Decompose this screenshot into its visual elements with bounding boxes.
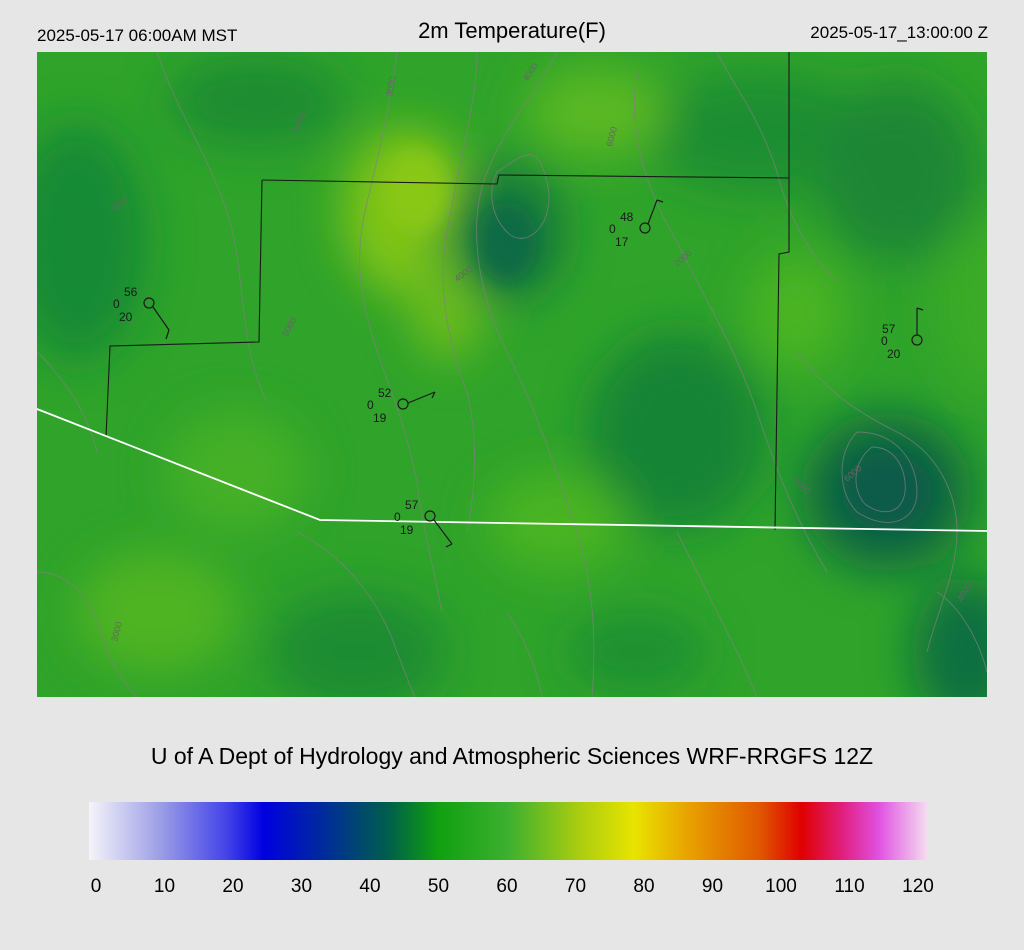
svg-text:3000: 3000 bbox=[384, 76, 397, 97]
valid-utc-time: 2025-05-17_13:00:00 Z bbox=[810, 23, 988, 42]
station-temp: 56 bbox=[124, 285, 138, 299]
station-cloud: 0 bbox=[609, 222, 616, 236]
colorbar-tick-label: 70 bbox=[564, 876, 587, 897]
station-cloud: 0 bbox=[367, 398, 374, 412]
model-credit: U of A Dept of Hydrology and Atmospheric… bbox=[150, 743, 874, 769]
station-cloud: 0 bbox=[394, 510, 401, 524]
colorbar-tick-label: 20 bbox=[222, 876, 244, 897]
station-temp: 57 bbox=[882, 322, 896, 336]
colorbar-tick-label: 100 bbox=[765, 876, 797, 897]
colorbar-tick-label: 80 bbox=[633, 876, 655, 897]
station-temp: 48 bbox=[620, 210, 634, 224]
station-cloud: 0 bbox=[881, 334, 888, 348]
colorbar-labels: 0 10 20 30 40 50 60 70 80 90 100 110 120 bbox=[0, 876, 1024, 900]
station-plot: 52 0 19 bbox=[367, 386, 436, 425]
map-title: 2m Temperature(F) bbox=[418, 18, 606, 43]
station-temp: 52 bbox=[378, 386, 392, 400]
colorbar-tick-label: 40 bbox=[359, 876, 381, 897]
station-temp: 57 bbox=[405, 498, 419, 512]
station-plot: 57 0 19 bbox=[394, 498, 453, 548]
station-dewpoint: 17 bbox=[615, 235, 629, 249]
colorbar-tick-label: 50 bbox=[427, 876, 450, 897]
colorbar-tick-label: 30 bbox=[290, 876, 313, 897]
colorbar-tick-label: 10 bbox=[153, 876, 176, 897]
station-dewpoint: 20 bbox=[887, 347, 901, 361]
station-dewpoint: 20 bbox=[119, 310, 133, 324]
station-dewpoint: 19 bbox=[373, 411, 387, 425]
station-plot: 57 0 20 bbox=[881, 307, 924, 361]
station-cloud: 0 bbox=[113, 297, 120, 311]
station-plot: 56 0 20 bbox=[113, 285, 170, 340]
colorbar-tick-label: 0 bbox=[90, 876, 102, 897]
boundary-lines-black bbox=[105, 52, 790, 531]
colorbar-tick-label: 120 bbox=[902, 876, 934, 897]
temperature-colorbar bbox=[89, 802, 927, 860]
colorbar-tick-label: 60 bbox=[496, 876, 518, 897]
colorbar-tick-label: 110 bbox=[834, 876, 865, 897]
station-dewpoint: 19 bbox=[400, 523, 414, 537]
terrain-contours bbox=[37, 52, 987, 697]
valid-local-time: 2025-05-17 06:00AM MST bbox=[37, 26, 238, 45]
station-plot: 48 0 17 bbox=[609, 199, 664, 249]
colorbar-tick-label: 90 bbox=[701, 876, 724, 897]
temperature-map: 3000 4000 5000 6000 2000 4000 4000 5000 … bbox=[37, 52, 987, 697]
boundary-lines-white bbox=[37, 408, 987, 532]
